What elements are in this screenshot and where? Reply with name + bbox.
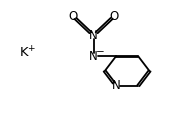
Text: +: +: [27, 44, 35, 53]
Text: N: N: [89, 29, 98, 42]
Text: N: N: [89, 50, 98, 63]
Text: O: O: [68, 10, 78, 22]
Text: N: N: [111, 79, 120, 92]
Text: −: −: [96, 47, 104, 57]
Text: K: K: [19, 46, 28, 59]
Text: O: O: [110, 10, 119, 22]
